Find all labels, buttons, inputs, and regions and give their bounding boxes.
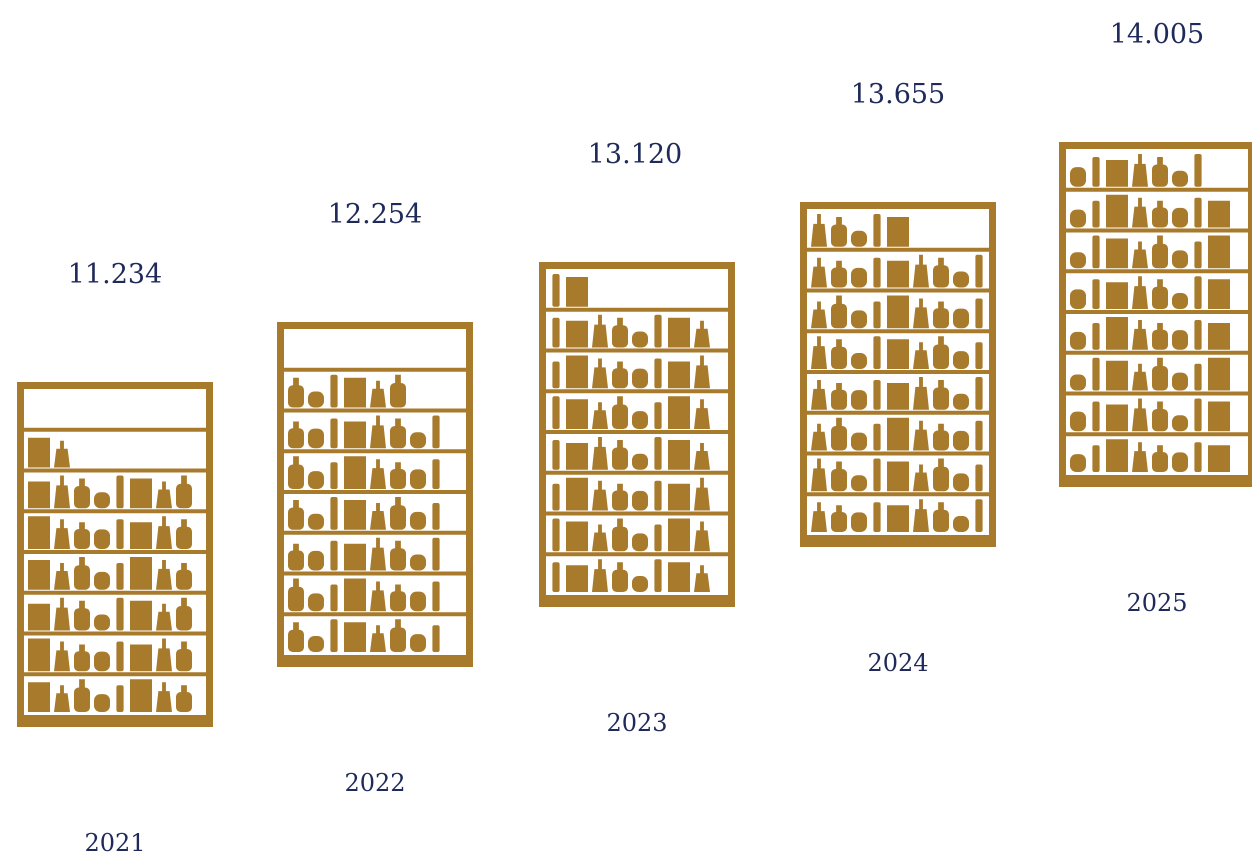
value-label-2022: 12.254 bbox=[327, 199, 423, 230]
value-label-2025: 14.005 bbox=[1109, 19, 1205, 50]
value-label-2021: 11.234 bbox=[67, 259, 163, 290]
year-label-2025: 2025 bbox=[1126, 589, 1188, 617]
shelf-icon-2024 bbox=[800, 202, 996, 547]
shelf-icon-2025 bbox=[1059, 142, 1252, 487]
year-label-2022: 2022 bbox=[344, 769, 406, 797]
year-label-2024: 2024 bbox=[867, 649, 929, 677]
shelf-icon-2023 bbox=[539, 262, 735, 607]
shelf-icon-2021 bbox=[17, 382, 213, 727]
value-label-2023: 13.120 bbox=[587, 139, 683, 170]
shelf-icon-2022 bbox=[277, 322, 473, 667]
year-label-2023: 2023 bbox=[606, 709, 668, 737]
year-label-2021: 2021 bbox=[84, 829, 146, 857]
value-label-2024: 13.655 bbox=[850, 79, 946, 110]
